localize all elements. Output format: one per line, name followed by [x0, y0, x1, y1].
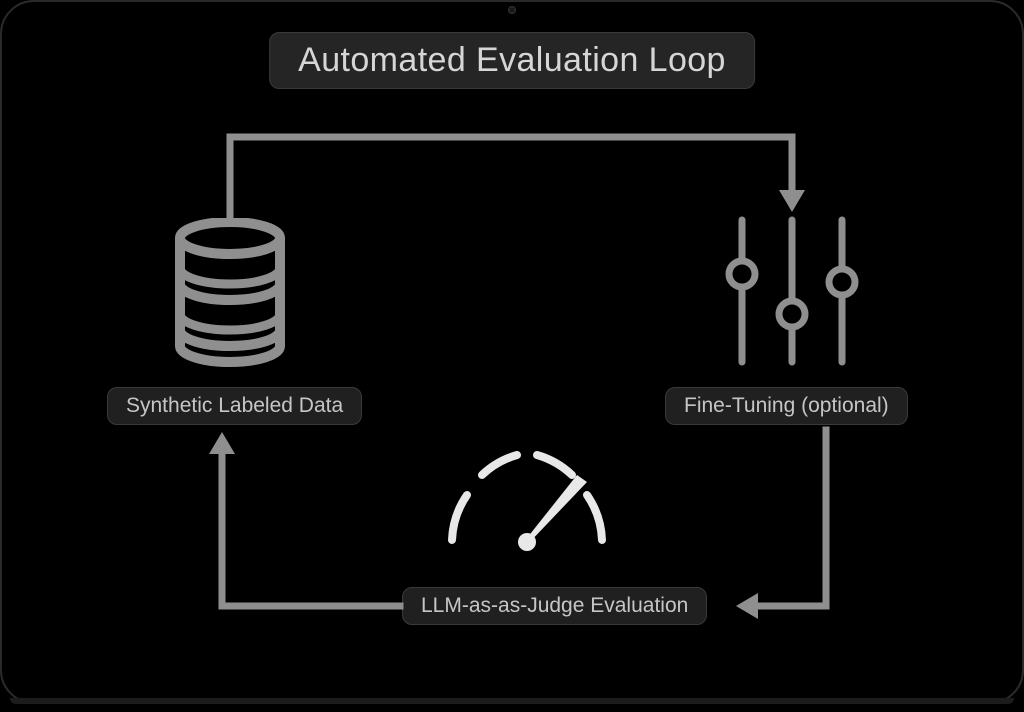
edge-eval-to-data	[12, 12, 1012, 712]
diagram-canvas: Automated Evaluation Loop	[12, 12, 1012, 692]
